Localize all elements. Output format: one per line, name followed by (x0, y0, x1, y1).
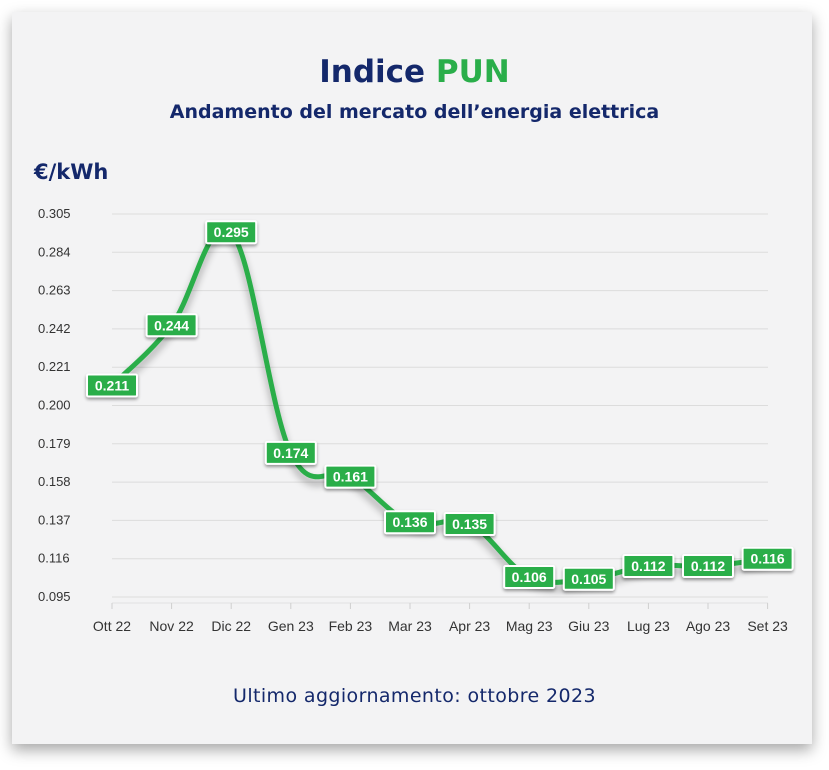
y-tick-label: 0.221 (38, 359, 71, 374)
page-subtitle: Andamento del mercato dell’energia elett… (169, 101, 660, 123)
data-point-label: 0.211 (86, 373, 138, 398)
data-label-box (86, 373, 138, 398)
x-axis-ticks: Ott 22 Nov 22 Dic 22 Gen 23 Feb 23 Mar 23 Apr … (93, 602, 788, 634)
y-tick-label: 0.116 (38, 551, 70, 566)
y-tick-label: 0.200 (38, 398, 71, 413)
title-accent: PUN (435, 54, 510, 90)
y-tick-label: 0.158 (38, 474, 71, 489)
data-point-label: 0.161 (324, 464, 377, 489)
x-tick-label: Mar 23 (388, 618, 432, 634)
data-label-box (503, 564, 556, 589)
data-label-box (384, 510, 436, 535)
y-tick-label: 0.305 (38, 206, 71, 221)
data-label-box (145, 313, 198, 338)
x-tick-label: Mag 23 (506, 618, 553, 634)
x-tick-label: Dic 22 (211, 618, 251, 634)
y-tick-label: 0.263 (38, 283, 71, 298)
title-main: Indice (319, 54, 426, 90)
data-label-box (741, 546, 794, 571)
grid-lines (112, 213, 768, 598)
y-tick-label: 0.095 (38, 589, 71, 604)
last-update-note: Ultimo aggiornamento: ottobre 2023 (233, 685, 596, 707)
x-tick-label: Gen 23 (268, 618, 314, 634)
data-point-label: 0.105 (562, 566, 615, 591)
y-tick-label: 0.137 (38, 512, 71, 527)
y-tick-label: 0.179 (38, 436, 71, 451)
data-label-text: 0.105 (571, 571, 606, 587)
data-label-text: 0.174 (273, 445, 308, 461)
x-tick-label: Ott 22 (93, 618, 131, 634)
x-tick-label: Nov 22 (149, 618, 194, 634)
data-label-box (324, 464, 377, 489)
data-label-text: 0.106 (512, 569, 547, 585)
chart-card (12, 12, 812, 744)
data-label-box (264, 440, 317, 465)
data-label-text: 0.295 (214, 224, 249, 240)
data-label-box (622, 553, 675, 578)
data-label-text: 0.112 (631, 558, 665, 574)
data-point-label: 0.174 (264, 440, 317, 465)
x-tick-label: Ago 23 (686, 618, 731, 634)
data-point-label: 0.135 (443, 512, 496, 537)
data-label-text: 0.244 (154, 317, 189, 333)
y-axis-unit-label: €/kWh (34, 160, 109, 184)
data-label-text: 0.112 (691, 558, 725, 574)
data-label-text: 0.116 (750, 551, 784, 567)
data-label-text: 0.135 (452, 516, 487, 532)
y-axis-ticks: 0.095 0.116 0.137 0.158 0.179 0.200 0.221 0.242… (38, 206, 71, 604)
data-label-text: 0.161 (333, 469, 368, 485)
data-labels: 0.211 0.244 0.295 0.174 0.161 0.136 0.135 0.106… (86, 220, 794, 591)
x-tick-label: Giu 23 (568, 618, 609, 634)
data-label-text: 0.136 (392, 514, 427, 530)
data-point-label: 0.116 (741, 546, 794, 571)
data-point-label: 0.295 (205, 220, 258, 245)
x-tick-label: Lug 23 (627, 618, 670, 634)
data-label-text: 0.211 (95, 377, 129, 393)
data-label-box (682, 553, 734, 578)
x-tick-label: Apr 23 (449, 618, 490, 634)
y-tick-label: 0.242 (38, 321, 71, 336)
data-point-label: 0.106 (503, 564, 556, 589)
data-point-label: 0.244 (145, 313, 198, 338)
data-point-label: 0.112 (682, 553, 734, 578)
x-tick-label: Feb 23 (329, 618, 373, 634)
x-tick-label: Set 23 (747, 618, 788, 634)
data-point-label: 0.136 (384, 510, 436, 535)
page-title: Indice PUN (0, 54, 829, 90)
data-label-box (205, 220, 258, 245)
data-label-box (562, 566, 615, 591)
y-tick-label: 0.284 (38, 244, 71, 259)
data-label-box (443, 512, 496, 537)
data-point-label: 0.112 (622, 553, 675, 578)
